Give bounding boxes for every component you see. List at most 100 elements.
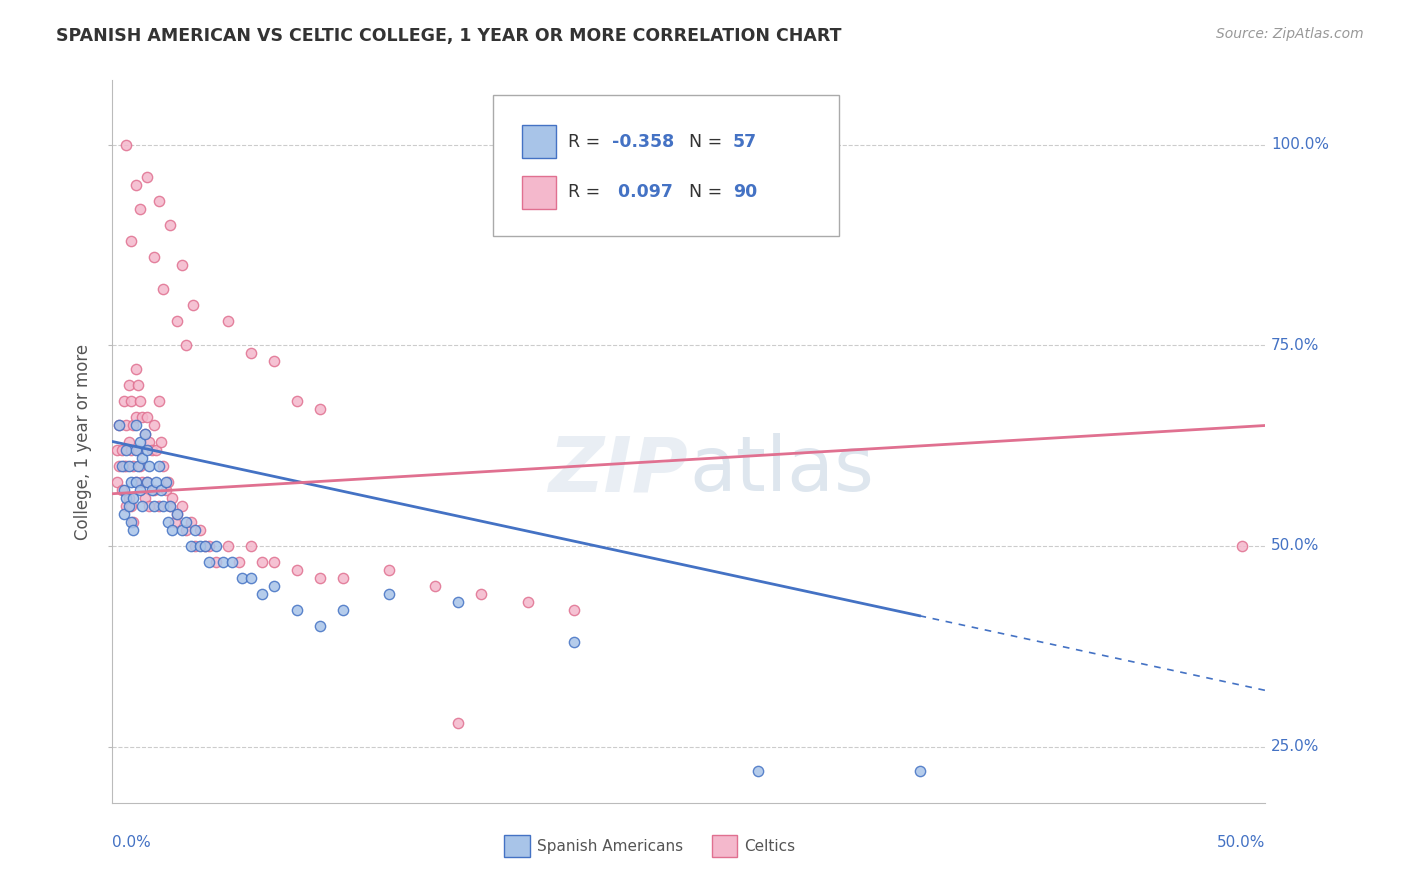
Point <box>205 555 228 569</box>
Point <box>136 475 159 489</box>
Text: N =: N = <box>689 183 728 202</box>
Text: 50.0%: 50.0% <box>1271 539 1320 553</box>
Point <box>117 499 139 513</box>
Point <box>115 491 138 505</box>
Text: R =: R = <box>568 133 606 151</box>
Point <box>108 418 131 433</box>
Point <box>212 555 235 569</box>
Bar <box>522 126 557 158</box>
Point <box>170 258 193 272</box>
Text: 0.097: 0.097 <box>612 183 672 202</box>
Point <box>124 442 146 457</box>
Text: N =: N = <box>689 133 728 151</box>
Point <box>148 194 170 208</box>
Point <box>198 539 221 553</box>
Point <box>136 475 159 489</box>
Point <box>115 442 138 457</box>
Point <box>143 418 166 433</box>
Point <box>136 442 159 457</box>
Point <box>117 378 139 392</box>
Text: 50.0%: 50.0% <box>1218 835 1265 850</box>
Text: Spanish Americans: Spanish Americans <box>537 838 683 854</box>
Point <box>194 539 217 553</box>
Point <box>129 434 152 449</box>
Point <box>159 499 181 513</box>
Point <box>115 418 138 433</box>
Point <box>156 515 179 529</box>
Point <box>124 475 146 489</box>
Text: 57: 57 <box>733 133 756 151</box>
Point <box>239 346 262 360</box>
Point <box>263 579 285 593</box>
Point <box>145 442 167 457</box>
Point <box>127 378 149 392</box>
Point <box>152 458 174 473</box>
Point <box>120 394 142 409</box>
Point <box>141 483 163 497</box>
Point <box>124 475 146 489</box>
Point <box>143 483 166 497</box>
Bar <box>505 835 530 857</box>
Point <box>112 483 135 497</box>
Point <box>115 137 138 152</box>
Point <box>159 499 181 513</box>
Point <box>309 619 332 633</box>
Text: 90: 90 <box>733 183 756 202</box>
Point <box>148 394 170 409</box>
Point <box>115 499 138 513</box>
Point <box>129 458 152 473</box>
Text: Celtics: Celtics <box>744 838 796 854</box>
Point <box>378 587 401 601</box>
Point <box>198 555 221 569</box>
Point <box>122 523 145 537</box>
Point <box>155 483 177 497</box>
Bar <box>711 835 737 857</box>
Point <box>108 458 131 473</box>
Point <box>228 555 250 569</box>
Point <box>120 234 142 248</box>
Point <box>131 450 153 465</box>
Point <box>184 523 207 537</box>
Point <box>122 418 145 433</box>
Point <box>138 434 160 449</box>
Point <box>447 595 470 609</box>
Point <box>285 603 308 617</box>
Point <box>138 458 160 473</box>
Point <box>143 250 166 264</box>
Point <box>166 507 188 521</box>
Point <box>108 418 131 433</box>
Point <box>162 491 184 505</box>
Point <box>562 635 585 649</box>
Point <box>131 410 153 425</box>
Text: 75.0%: 75.0% <box>1271 338 1320 352</box>
Point <box>166 314 188 328</box>
Point <box>159 218 181 232</box>
Point <box>129 202 152 216</box>
Point <box>252 587 274 601</box>
Point <box>149 483 172 497</box>
Point <box>134 426 156 441</box>
Point <box>105 475 128 489</box>
Point <box>134 426 156 441</box>
Text: atlas: atlas <box>689 434 873 508</box>
Point <box>131 499 153 513</box>
Point <box>332 603 354 617</box>
Point <box>516 595 538 609</box>
Point <box>263 354 285 368</box>
Point <box>136 169 159 184</box>
Y-axis label: College, 1 year or more: College, 1 year or more <box>75 343 93 540</box>
Point <box>122 515 145 529</box>
Point <box>252 555 274 569</box>
Point <box>180 539 202 553</box>
FancyBboxPatch shape <box>494 95 839 235</box>
Point <box>111 442 134 457</box>
Point <box>134 491 156 505</box>
Point <box>120 499 142 513</box>
Point <box>124 418 146 433</box>
Point <box>149 434 172 449</box>
Point <box>470 587 492 601</box>
Point <box>156 475 179 489</box>
Point <box>378 563 401 577</box>
Point <box>285 563 308 577</box>
Point <box>124 410 146 425</box>
